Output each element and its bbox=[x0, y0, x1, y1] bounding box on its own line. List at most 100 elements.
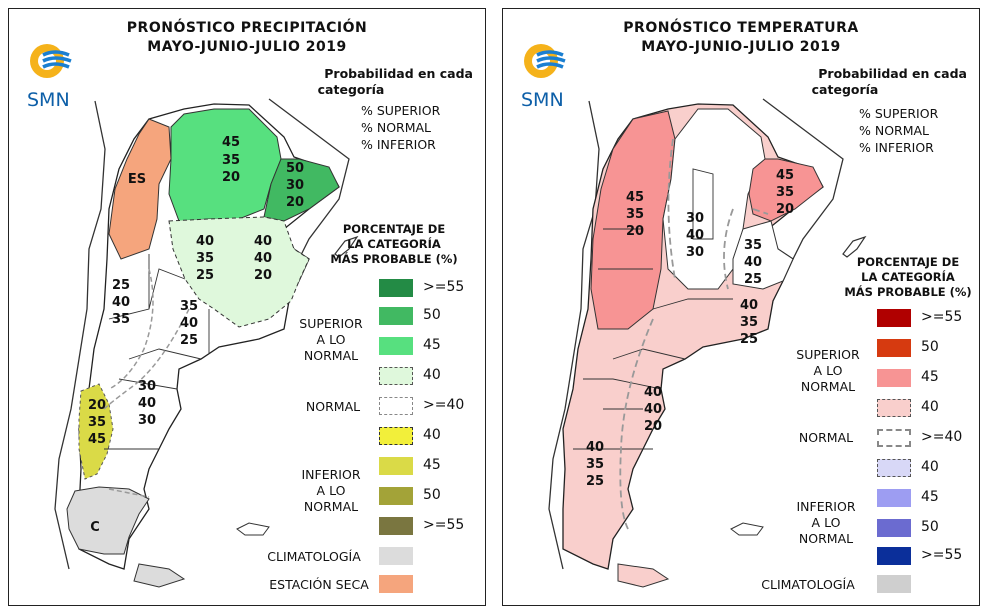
pn-inferior-value: 20 bbox=[644, 419, 662, 434]
legend-inferior-40-swatch-r bbox=[877, 459, 911, 477]
prob-title-2-r: categoría bbox=[811, 82, 879, 97]
smn-logo: SMN bbox=[23, 39, 83, 111]
legend-group-superior-r: SUPERIOR A LO NORMAL bbox=[785, 347, 871, 395]
coast-detail-r bbox=[842, 235, 867, 258]
normal-boundary bbox=[103, 268, 190, 498]
legend-inferior-55-swatch-r bbox=[877, 547, 911, 565]
cuyo-superior-value: 25 bbox=[112, 278, 130, 293]
legend-superior-40-label-r: 40 bbox=[921, 399, 939, 415]
legend-inferior-45-label: 45 bbox=[423, 457, 441, 473]
legend-superior-55-swatch bbox=[379, 279, 413, 297]
ne-superior-value: 45 bbox=[776, 168, 794, 183]
neighbor-border-line-r bbox=[762, 98, 844, 260]
smn-logo-r: SMN bbox=[517, 39, 577, 111]
center-superior-value: 35 bbox=[180, 299, 198, 314]
east-superior-value: 35 bbox=[744, 238, 762, 253]
smn-logo-text-r: SMN bbox=[521, 89, 564, 111]
temperature-map: 45 35 20 45 35 20 30 40 30 35 40 25 40 3… bbox=[548, 98, 867, 588]
cn-superior-value: 30 bbox=[686, 211, 704, 226]
legend-superior-55-label-r: >=55 bbox=[921, 309, 963, 325]
center-inferior-value: 25 bbox=[180, 333, 198, 348]
cn-normal-value: 40 bbox=[686, 228, 704, 243]
legend-superior-50-swatch-r bbox=[877, 339, 911, 357]
climatology-label: C bbox=[90, 520, 100, 535]
patagonia-superior-value: 30 bbox=[138, 379, 156, 394]
legend-superior-45-label: 45 bbox=[423, 337, 441, 353]
pct-title-2-r: LA CATEGORÍA bbox=[861, 270, 955, 284]
legend-inferior-50-label-r: 50 bbox=[921, 519, 939, 535]
nw-superior-value: 45 bbox=[626, 190, 644, 205]
pampa-east-normal-value: 40 bbox=[254, 251, 272, 266]
legend-superior-45-label-r: 45 bbox=[921, 369, 939, 385]
ps-inferior-value: 25 bbox=[586, 474, 604, 489]
smn-logo-icon-r bbox=[524, 44, 566, 78]
pampa-west-superior-value: 40 bbox=[196, 234, 214, 249]
normal-boundary-r bbox=[619, 138, 769, 530]
tierra-del-fuego bbox=[133, 563, 186, 588]
legend-superior-40-swatch-r bbox=[877, 399, 911, 417]
legend-inferior-45-swatch bbox=[379, 457, 413, 475]
temperature-forecast-panel: 45 35 20 45 35 20 30 40 30 35 40 25 40 3… bbox=[502, 8, 980, 606]
legend-inferior-55-label: >=55 bbox=[423, 517, 465, 533]
andes-superior-value: 20 bbox=[88, 398, 106, 413]
prob-line-normal-r: % NORMAL bbox=[859, 123, 930, 138]
pct-title-1: PORCENTAJE DE bbox=[342, 222, 446, 236]
legend-inferior-40-swatch bbox=[379, 427, 413, 445]
province-lines-r bbox=[573, 298, 733, 450]
legend-dry-season-swatch bbox=[379, 575, 413, 593]
tierra-del-fuego-r bbox=[617, 563, 670, 588]
legend-group-inferior: INFERIOR A LO NORMAL bbox=[291, 467, 371, 515]
legend-superior-50-swatch bbox=[379, 307, 413, 325]
prob-line-inferior-r: % INFERIOR bbox=[859, 140, 934, 155]
malvinas-islands-r bbox=[730, 522, 764, 536]
legend-inferior-40-label: 40 bbox=[423, 427, 441, 443]
pampa-superior-value: 40 bbox=[740, 298, 758, 313]
legend-inferior-line1: INFERIOR bbox=[301, 467, 361, 482]
pampa-inferior-value: 25 bbox=[740, 332, 758, 347]
neighbor-border-line bbox=[268, 98, 350, 260]
pampa-superior-40-region bbox=[168, 216, 310, 328]
prob-line-superior: % SUPERIOR bbox=[361, 103, 441, 118]
patagonia-inferior-value: 30 bbox=[138, 413, 156, 428]
temp-period: MAYO-JUNIO-JULIO 2019 bbox=[641, 39, 841, 55]
north-inferior-value: 20 bbox=[222, 170, 240, 185]
chile-coast-line bbox=[54, 100, 106, 570]
legend-inferior-40-label-r: 40 bbox=[921, 459, 939, 475]
legend-superior-line2-r: A LO NORMAL bbox=[800, 363, 856, 394]
smn-logo-text: SMN bbox=[27, 89, 70, 111]
northeast-superior-45-region bbox=[748, 158, 824, 222]
precip-period: MAYO-JUNIO-JULIO 2019 bbox=[147, 39, 347, 55]
temp-title: PRONÓSTICO TEMPERATURA bbox=[623, 20, 859, 36]
pct-title-3-r: MÁS PROBABLE (%) bbox=[844, 285, 972, 299]
legend-inferior-50-label: 50 bbox=[423, 487, 441, 503]
northeast-superior-value: 50 bbox=[286, 161, 304, 176]
center-normal-value: 40 bbox=[180, 316, 198, 331]
es-label: ES bbox=[128, 172, 146, 187]
legend-superior-55-label: >=55 bbox=[423, 279, 465, 295]
prob-title-2: categoría bbox=[317, 82, 385, 97]
east-inferior-value: 25 bbox=[744, 272, 762, 287]
legend-inferior-50-swatch-r bbox=[877, 519, 911, 537]
precipitation-map: ES C 45 35 20 50 30 20 40 35 25 40 40 20… bbox=[54, 98, 359, 588]
ps-normal-value: 35 bbox=[586, 457, 604, 472]
cuyo-inferior-value: 35 bbox=[112, 312, 130, 327]
province-lines bbox=[104, 268, 202, 450]
east-normal-value: 40 bbox=[744, 255, 762, 270]
legend-inferior-50-swatch bbox=[379, 487, 413, 505]
patagonia-normal-value: 40 bbox=[138, 396, 156, 411]
legend-superior-55-swatch-r bbox=[877, 309, 911, 327]
cn-inferior-value: 30 bbox=[686, 245, 704, 260]
andes-inferior-value: 45 bbox=[88, 432, 106, 447]
legend-inferior-line1-r: INFERIOR bbox=[796, 499, 856, 514]
legend-superior-40-swatch bbox=[379, 367, 413, 385]
legend-inferior-45-label-r: 45 bbox=[921, 489, 939, 505]
pn-superior-value: 40 bbox=[644, 385, 662, 400]
legend-inferior-45-swatch-r bbox=[877, 489, 911, 507]
nw-inferior-value: 20 bbox=[626, 224, 644, 239]
legend-inferior-line2-r: A LO NORMAL bbox=[798, 515, 854, 546]
nw-normal-value: 35 bbox=[626, 207, 644, 222]
legend-normal-label-r: >=40 bbox=[921, 429, 963, 445]
legend-group-superior: SUPERIOR A LO NORMAL bbox=[291, 316, 371, 364]
legend-climatology-swatch-r bbox=[877, 575, 911, 593]
pct-title-2: LA CATEGORÍA bbox=[347, 237, 441, 251]
